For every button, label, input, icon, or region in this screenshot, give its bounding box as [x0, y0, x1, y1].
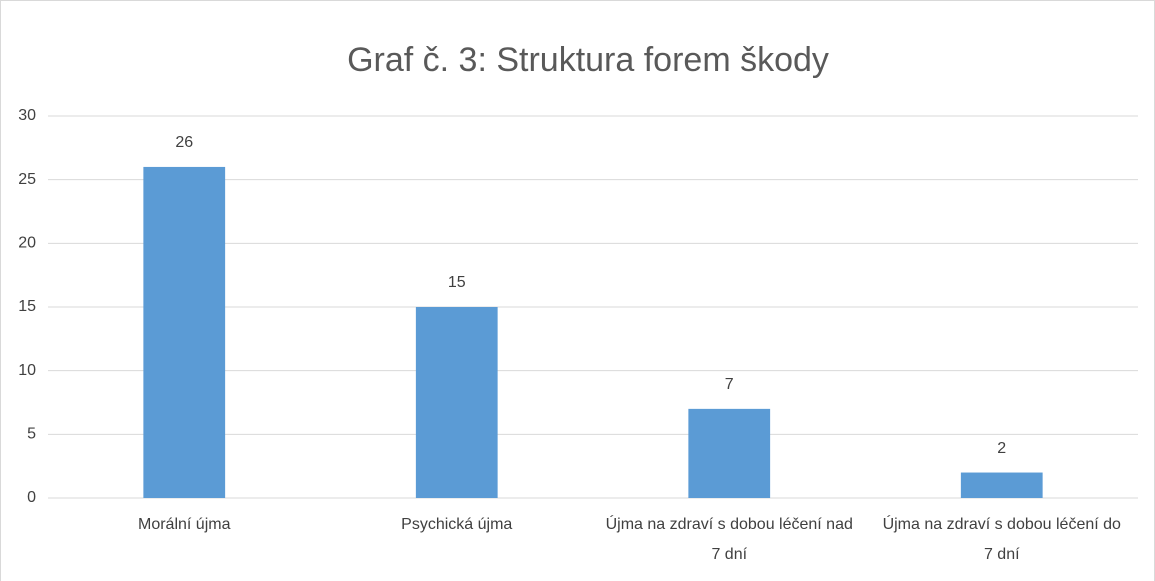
y-tick-label: 0	[27, 489, 36, 506]
bar	[688, 408, 771, 498]
y-tick-label: 25	[18, 171, 36, 188]
y-tick-label: 15	[18, 298, 36, 315]
data-label: 2	[997, 440, 1006, 457]
y-tick-label: 20	[18, 235, 36, 252]
y-tick-label: 5	[27, 426, 36, 443]
bar	[143, 166, 226, 498]
y-tick-label: 10	[18, 362, 36, 379]
bar	[960, 472, 1043, 498]
data-label: 15	[448, 274, 466, 291]
y-tick-label: 30	[18, 107, 36, 124]
x-tick-label: Újma na zdraví s dobou léčení nad 7 dní	[605, 516, 853, 563]
data-label: 26	[175, 134, 193, 151]
data-label: 7	[725, 376, 734, 393]
x-tick-label: Morální újma	[138, 516, 231, 533]
chart-title: Graf č. 3: Struktura forem škody	[347, 41, 829, 79]
x-tick-label: Psychická újma	[401, 516, 513, 533]
x-tick-label: Újma na zdraví s dobou léčení do 7 dní	[882, 516, 1121, 563]
bar	[415, 307, 498, 498]
